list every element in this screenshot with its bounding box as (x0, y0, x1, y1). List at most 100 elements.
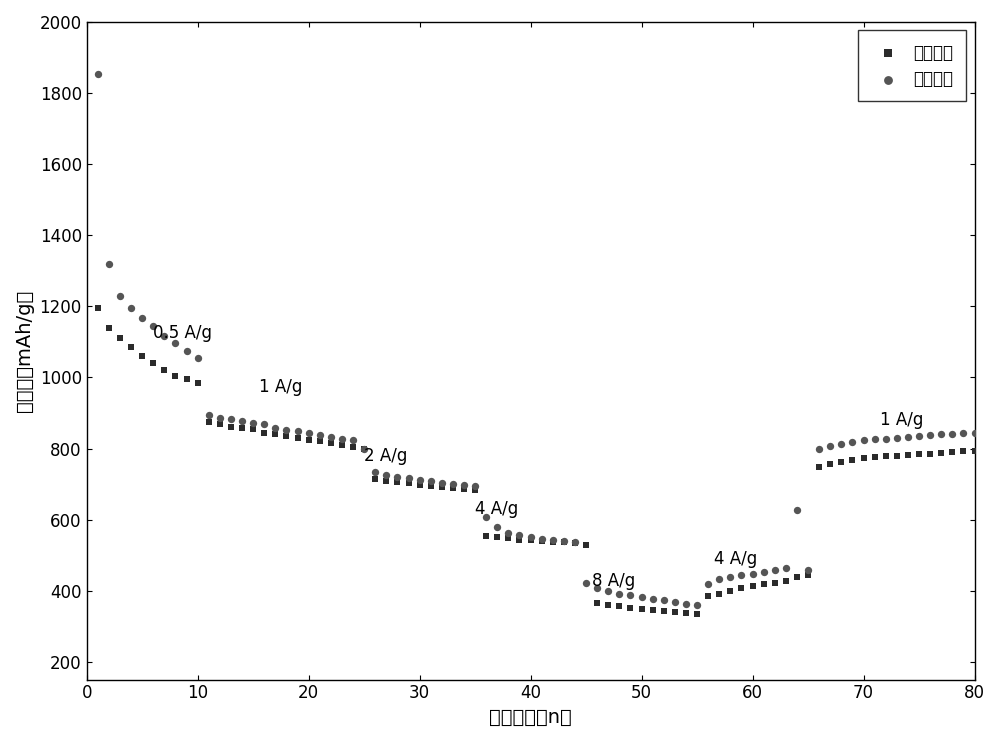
充电容量 (179, 373, 195, 385)
充电容量 (645, 604, 661, 616)
充电容量 (745, 580, 761, 592)
充电容量 (523, 534, 539, 546)
Text: 8 A/g: 8 A/g (592, 573, 635, 591)
放电容量 (800, 564, 816, 576)
放电容量 (323, 431, 339, 443)
充电容量 (101, 322, 117, 334)
充电容量 (323, 437, 339, 449)
充电容量 (556, 536, 572, 548)
充电容量 (578, 539, 594, 551)
放电容量 (545, 534, 561, 546)
充电容量 (312, 436, 328, 447)
放电容量 (611, 588, 627, 600)
充电容量 (267, 428, 283, 440)
充电容量 (678, 607, 694, 619)
放电容量 (722, 571, 738, 583)
X-axis label: 循环圈数（n）: 循环圈数（n） (489, 708, 572, 727)
充电容量 (467, 485, 483, 496)
放电容量 (589, 582, 605, 594)
充电容量 (900, 449, 916, 461)
放电容量 (634, 591, 650, 603)
放电容量 (378, 469, 394, 481)
充电容量 (511, 533, 527, 545)
充电容量 (434, 481, 450, 493)
放电容量 (678, 597, 694, 609)
放电容量 (190, 352, 206, 364)
充电容量 (867, 451, 883, 463)
放电容量 (167, 337, 183, 349)
放电容量 (434, 476, 450, 488)
放电容量 (179, 345, 195, 357)
放电容量 (900, 431, 916, 443)
Text: 1 A/g: 1 A/g (259, 378, 302, 395)
放电容量 (412, 474, 428, 486)
放电容量 (134, 312, 150, 324)
放电容量 (511, 529, 527, 541)
放电容量 (911, 430, 927, 442)
放电容量 (223, 413, 239, 425)
放电容量 (789, 504, 805, 516)
充电容量 (811, 461, 827, 473)
放电容量 (922, 429, 938, 441)
Legend: 充电容量, 放电容量: 充电容量, 放电容量 (858, 30, 966, 102)
放电容量 (756, 566, 772, 578)
充电容量 (622, 602, 638, 614)
充电容量 (844, 454, 860, 466)
放电容量 (278, 424, 294, 436)
充电容量 (412, 479, 428, 490)
放电容量 (867, 433, 883, 445)
充电容量 (656, 605, 672, 617)
充电容量 (667, 605, 683, 617)
充电容量 (856, 453, 872, 464)
充电容量 (878, 450, 894, 462)
放电容量 (745, 568, 761, 580)
Text: 4 A/g: 4 A/g (475, 499, 518, 518)
放电容量 (267, 422, 283, 434)
充电容量 (689, 608, 705, 620)
充电容量 (345, 441, 361, 453)
充电容量 (301, 434, 317, 446)
充电容量 (356, 443, 372, 455)
放电容量 (856, 434, 872, 446)
充电容量 (634, 603, 650, 615)
Text: 4 A/g: 4 A/g (714, 550, 757, 568)
放电容量 (234, 416, 250, 427)
放电容量 (811, 443, 827, 455)
充电容量 (756, 578, 772, 590)
放电容量 (345, 434, 361, 446)
充电容量 (955, 445, 971, 457)
放电容量 (123, 302, 139, 314)
充电容量 (145, 358, 161, 370)
Y-axis label: 克容量（mAh/g）: 克容量（mAh/g） (15, 289, 34, 412)
充电容量 (722, 585, 738, 597)
充电容量 (334, 439, 350, 451)
放电容量 (645, 593, 661, 605)
充电容量 (700, 590, 716, 602)
放电容量 (600, 585, 616, 597)
放电容量 (844, 436, 860, 448)
充电容量 (911, 448, 927, 460)
放电容量 (356, 443, 372, 455)
充电容量 (534, 535, 550, 547)
放电容量 (456, 479, 472, 491)
充电容量 (922, 447, 938, 459)
充电容量 (456, 484, 472, 496)
充电容量 (478, 530, 494, 542)
充电容量 (423, 480, 439, 492)
充电容量 (190, 377, 206, 389)
放电容量 (467, 480, 483, 492)
充电容量 (156, 364, 172, 376)
放电容量 (201, 409, 217, 421)
充电容量 (489, 531, 505, 543)
充电容量 (367, 473, 383, 485)
放电容量 (334, 433, 350, 444)
充电容量 (445, 482, 461, 494)
充电容量 (167, 370, 183, 381)
放电容量 (212, 412, 228, 424)
充电容量 (778, 575, 794, 587)
充电容量 (567, 537, 583, 549)
充电容量 (889, 450, 905, 462)
放电容量 (500, 528, 516, 539)
放电容量 (290, 426, 306, 438)
充电容量 (545, 536, 561, 548)
